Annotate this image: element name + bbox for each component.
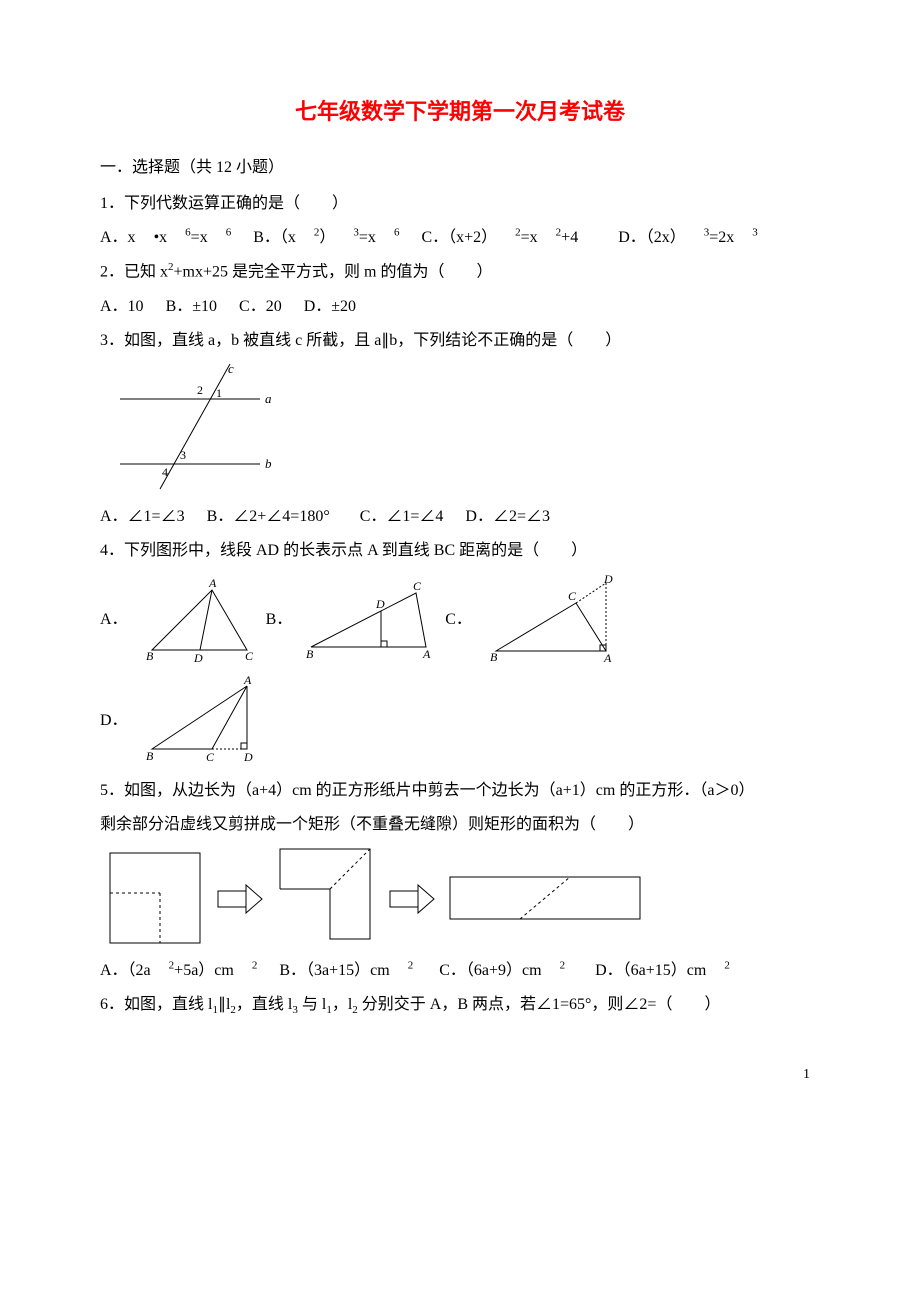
svg-text:D: D [243, 750, 253, 764]
q3-optA: A．∠1=∠3 [100, 508, 185, 525]
q4-optD-label: D． [100, 705, 128, 737]
svg-text:B: B [146, 649, 154, 663]
q1-optC: C．（x+2）2=x2+4 [421, 229, 596, 246]
q5-optD: D．（6a+15）cm2 [595, 962, 730, 979]
svg-text:4: 4 [162, 465, 168, 479]
q4-optA-label: A． [100, 604, 128, 636]
q5-optC: C．（6a+9）cm2 [439, 962, 565, 979]
svg-text:D: D [193, 651, 203, 665]
q2-stem: 2．已知 x2+mx+25 是完全平方式，则 m 的值为（ ） [100, 256, 820, 288]
svg-text:2: 2 [197, 383, 203, 397]
q3-optD: D．∠2=∠3 [465, 508, 550, 525]
q4-stem: 4．下列图形中，线段 AD 的长表示点 A 到直线 BC 距离的是（ ） [100, 535, 820, 567]
svg-text:C: C [245, 649, 254, 663]
q3-stem: 3．如图，直线 a，b 被直线 c 所截，且 a∥b，下列结论不正确的是（ ） [100, 325, 820, 357]
q5-options: A．（2a2+5a）cm2 B．（3a+15）cm2 C．（6a+9）cm2 D… [100, 955, 820, 987]
q2-optA: A．10 [100, 298, 144, 315]
q2-optB: B．±10 [166, 298, 217, 315]
q4-optB-label: B． [266, 604, 293, 636]
q3-figure: a b c 1 2 3 4 [100, 359, 820, 499]
svg-text:3: 3 [180, 448, 186, 462]
q4-figC: D C B A [476, 573, 626, 668]
svg-text:A: A [208, 576, 217, 590]
page-number: 1 [100, 1061, 820, 1089]
q5-figure [100, 843, 820, 953]
exam-title: 七年级数学下学期第一次月考试卷 [100, 90, 820, 134]
q4-optC-label: C． [445, 604, 472, 636]
svg-text:B: B [306, 647, 314, 661]
svg-text:A: A [603, 651, 612, 665]
svg-text:C: C [413, 579, 422, 593]
q2-optD: D．±20 [304, 298, 356, 315]
q4-figure-row-1: A． A B C D B． C D B A C． D C B A [100, 573, 820, 668]
svg-text:a: a [265, 391, 272, 406]
q4-figD: A B C D [132, 674, 282, 769]
q2-options: A．10 B．±10 C．20 D．±20 [100, 291, 820, 323]
q5-stem-2: 剩余部分沿虚线又剪拼成一个矩形（不重叠无缝隙）则矩形的面积为（ ） [100, 809, 820, 841]
svg-text:b: b [265, 456, 272, 471]
svg-text:A: A [243, 674, 252, 687]
q1-stem: 1．下列代数运算正确的是（ ） [100, 188, 820, 220]
svg-text:D: D [603, 573, 613, 586]
q4-figA: A B C D [132, 575, 262, 665]
q5-optB: B．（3a+15）cm2 [279, 962, 413, 979]
q1-optA: A．x•x6=x6 [100, 229, 231, 246]
svg-text:B: B [490, 650, 498, 664]
q4-figB: C D B A [296, 575, 441, 665]
svg-text:1: 1 [216, 386, 222, 400]
q2-optC: C．20 [239, 298, 282, 315]
q3-optC: C．∠1=∠4 [360, 508, 444, 525]
svg-text:B: B [146, 749, 154, 763]
q1-optD: D．（2x）3=2x3 [618, 229, 758, 246]
svg-text:A: A [422, 647, 431, 661]
svg-text:C: C [568, 589, 577, 603]
svg-text:c: c [228, 361, 234, 376]
q3-optB: B．∠2+∠4=180° [207, 508, 330, 525]
q1-options: A．x•x6=x6 B．（x2）3=x6 C．（x+2）2=x2+4 D．（2x… [100, 222, 820, 254]
q6-stem: 6．如图，直线 l1∥l2，直线 l3 与 l1，l2 分别交于 A，B 两点，… [100, 989, 820, 1021]
q3-options: A．∠1=∠3 B．∠2+∠4=180° C．∠1=∠4 D．∠2=∠3 [100, 501, 820, 533]
q4-figure-row-2: D． A B C D [100, 674, 820, 769]
svg-text:D: D [375, 597, 385, 611]
q5-optA: A．（2a2+5a）cm2 [100, 962, 257, 979]
q1-optB: B．（x2）3=x6 [253, 229, 399, 246]
svg-text:C: C [206, 750, 215, 764]
q5-stem-1: 5．如图，从边长为（a+4）cm 的正方形纸片中剪去一个边长为（a+1）cm 的… [100, 775, 820, 807]
section-header: 一．选择题（共 12 小题） [100, 152, 820, 184]
